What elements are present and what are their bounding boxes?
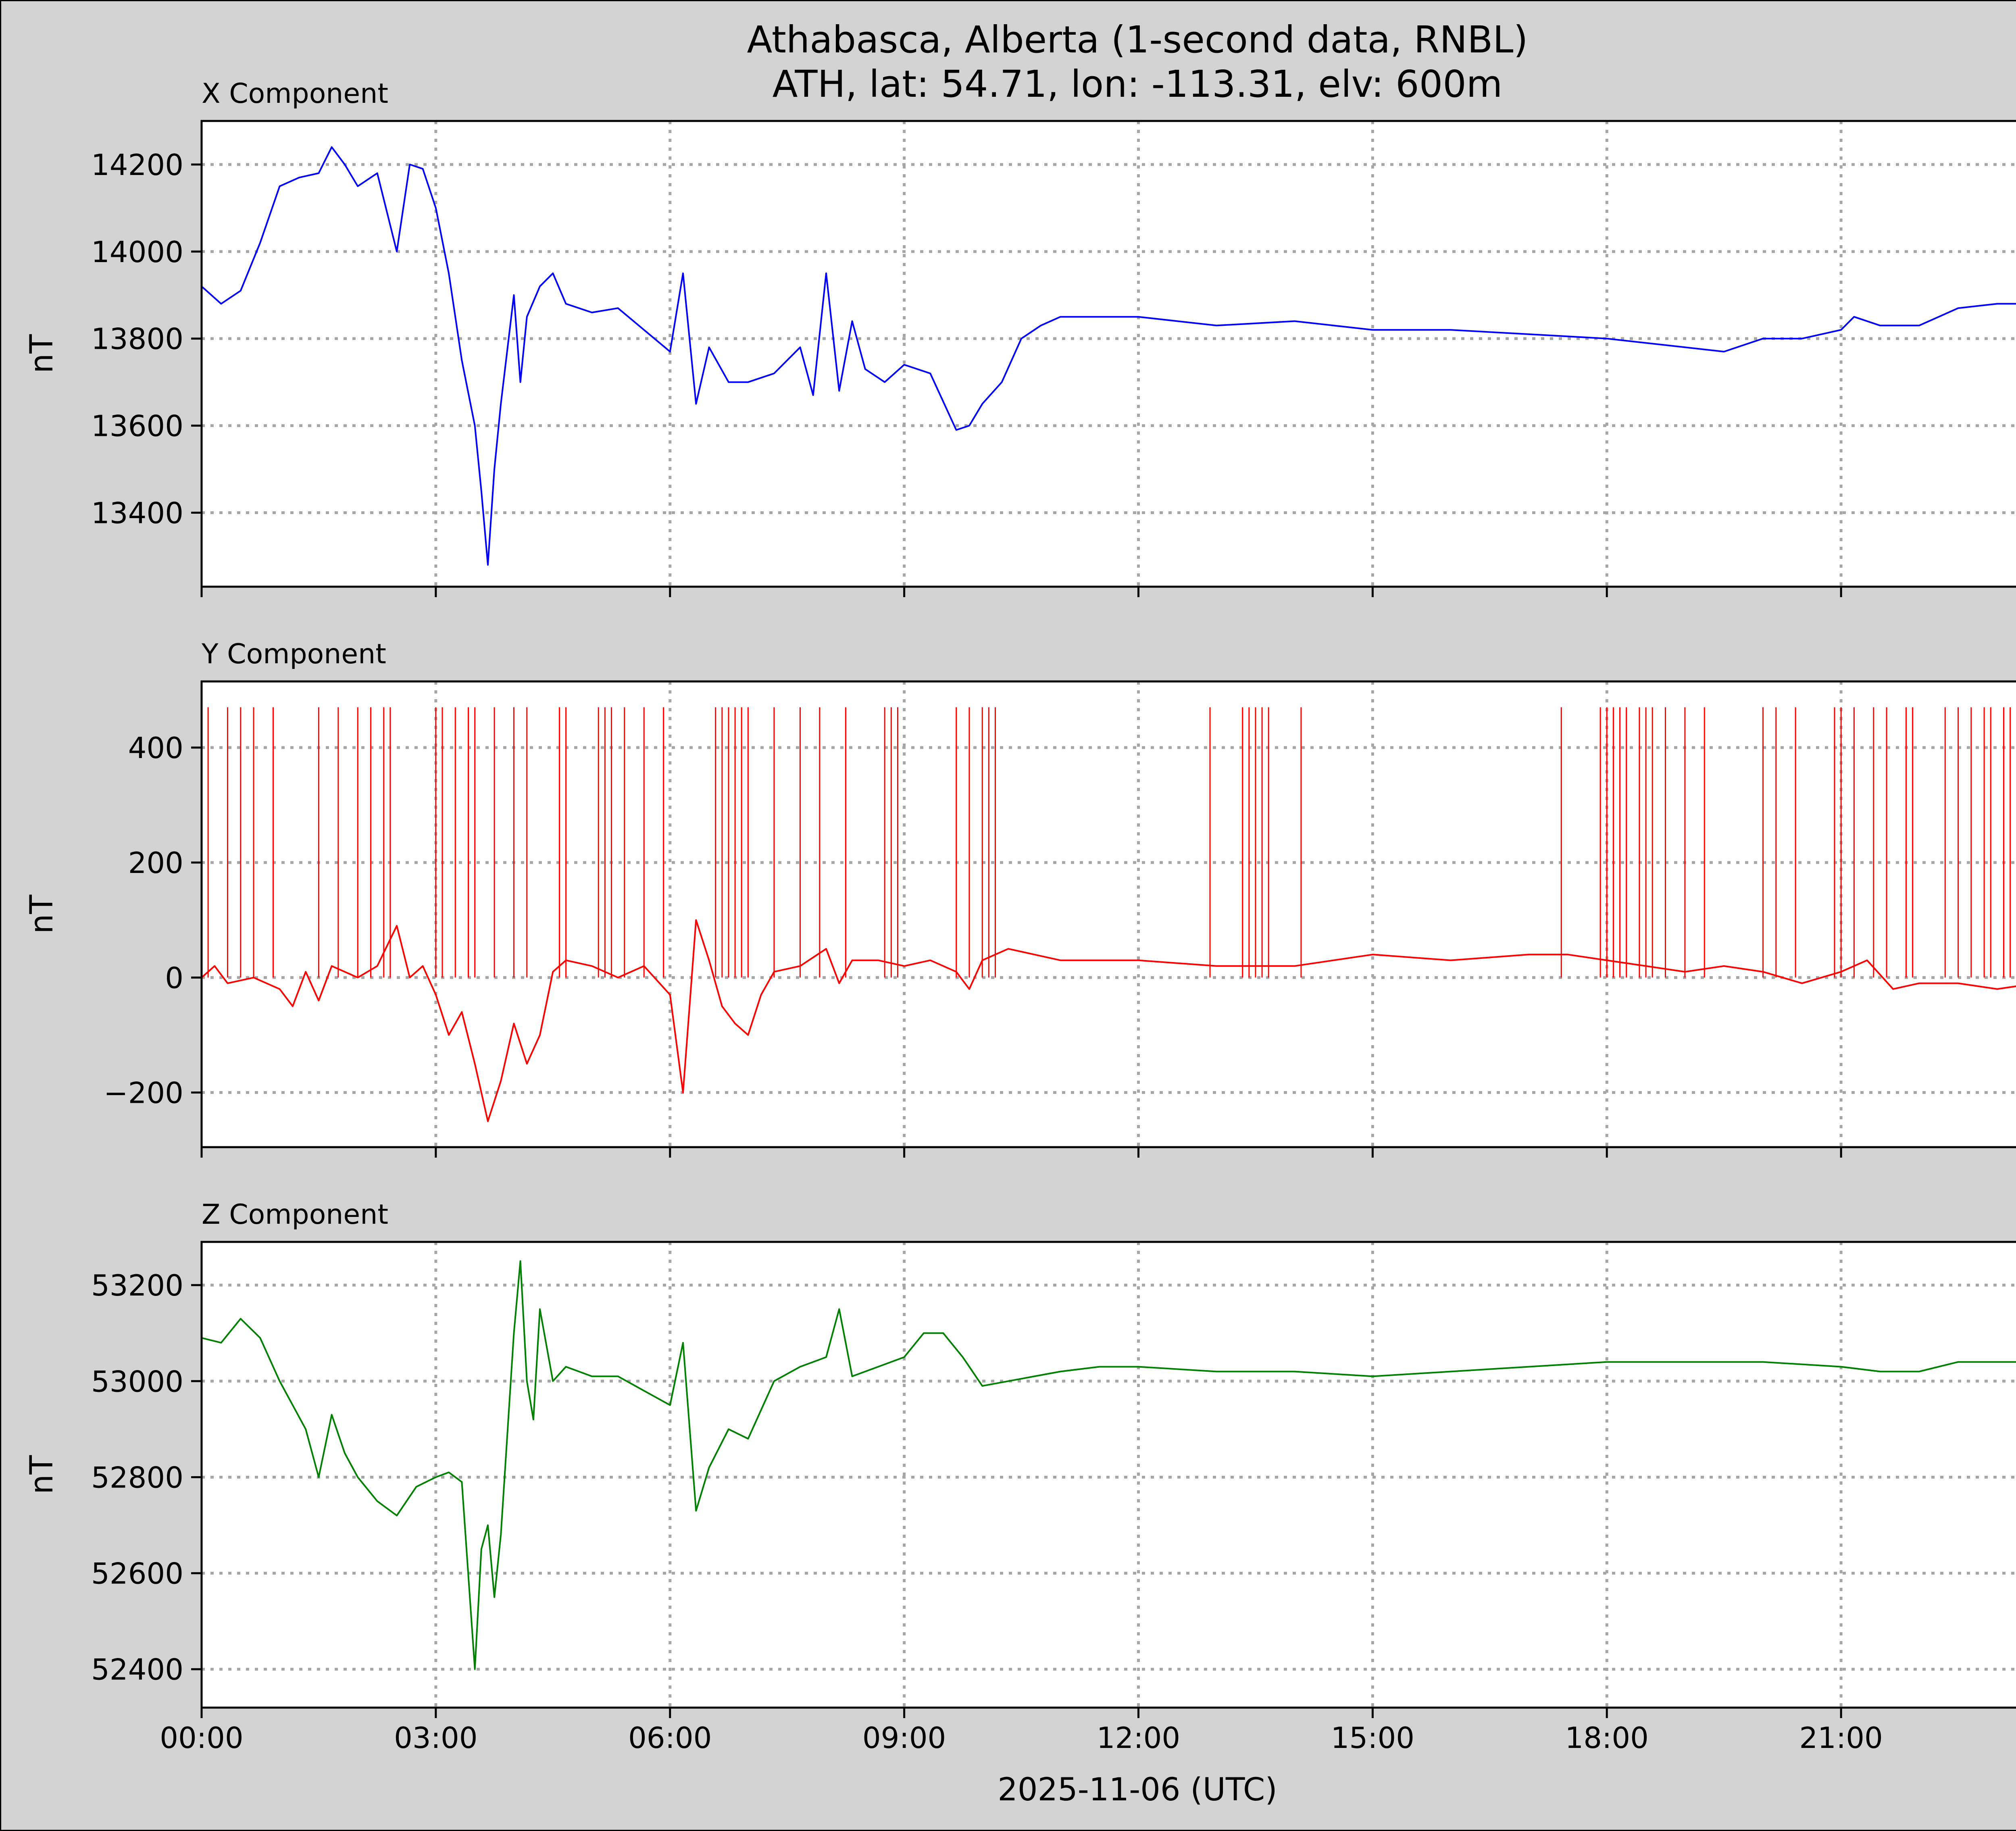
y-tick-label: 52600 [91, 1557, 183, 1591]
y-tick-label: 53000 [91, 1364, 183, 1398]
x-tick-label: 21:00 [1799, 1721, 1883, 1755]
plot-area-z [202, 1242, 2016, 1708]
panel-y: Y Component nT −200 0 200 400 [24, 638, 2016, 1158]
series-line-z [201, 1260, 2016, 1670]
y-axis-label-z: nT [24, 1455, 60, 1494]
figure-title-line2: ATH, lat: 54.71, lon: -113.31, elv: 600m [773, 62, 1503, 106]
x-tick-label: 06:00 [628, 1721, 712, 1755]
x-tick-label: 12:00 [1097, 1721, 1181, 1755]
x-tick-label: 00:00 [160, 1721, 244, 1755]
series-line-x [201, 146, 2016, 566]
y-tick-label: 53200 [91, 1269, 183, 1302]
x-axis-label: 2025-11-06 (UTC) [998, 1772, 1277, 1808]
y-tick-label: 13600 [91, 409, 183, 443]
panel-z: Z Component nT 00:00 03:00 06:00 09:00 12:00 15… [24, 1199, 2016, 1755]
x-tick-label: 03:00 [394, 1721, 478, 1755]
plot-area-y [202, 681, 2016, 1147]
y-tick-label: 52400 [91, 1653, 183, 1687]
y-tick-label: 13800 [91, 322, 183, 356]
panel-title-z: Z Component [202, 1199, 388, 1231]
x-tick-label: 09:00 [862, 1721, 946, 1755]
panel-title-y: Y Component [201, 638, 386, 670]
plot-area-x [202, 121, 2016, 587]
y-axis-label-y: nT [24, 895, 60, 934]
x-tick-label: 18:00 [1565, 1721, 1649, 1755]
x-tick-label: 15:00 [1331, 1721, 1415, 1755]
panel-title-x: X Component [202, 78, 388, 110]
y-tick-label: 0 [165, 961, 183, 995]
y-tick-label: 200 [128, 846, 183, 880]
y-tick-label: 14200 [91, 148, 183, 182]
y-tick-label: −200 [104, 1076, 183, 1110]
y-tick-label: 400 [128, 731, 183, 765]
y-tick-label: 14000 [91, 235, 183, 269]
panels: X Component nT 13400 13600 13800 14000 14200 Y … [24, 78, 2016, 1755]
plot-frame-z [200, 1241, 2016, 1709]
y-tick-label: 52800 [91, 1460, 183, 1494]
panel-x: X Component nT 13400 13600 13800 14000 14200 [24, 78, 2016, 597]
y-axis-label-x: nT [24, 334, 60, 373]
plot-frame-y [200, 680, 2016, 1148]
figure-title-line1: Athabasca, Alberta (1-second data, RNBL) [747, 18, 1528, 61]
y-tick-label: 13400 [91, 496, 183, 530]
plot-frame-x [200, 120, 2016, 588]
